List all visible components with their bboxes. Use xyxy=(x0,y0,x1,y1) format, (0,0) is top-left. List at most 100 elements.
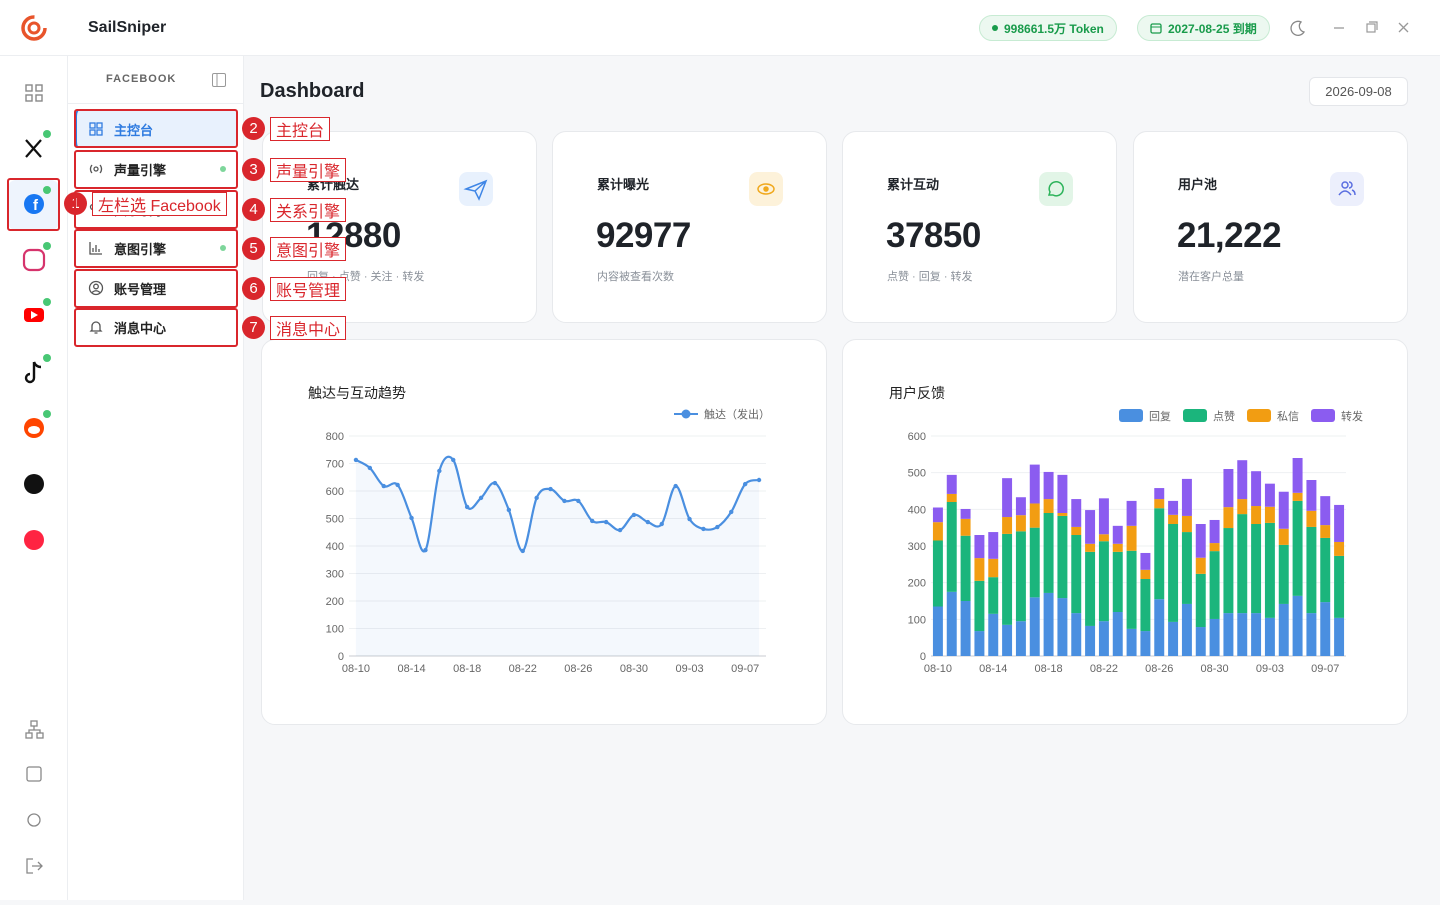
bar-segment xyxy=(1278,491,1289,529)
line-chart: 触达与互动趋势 0 100 200 300 400 500 600 700 800 08-10 08-… xyxy=(308,385,770,675)
menu-item[interactable]: 主控台 xyxy=(74,110,238,148)
x-tick-label: 08-26 xyxy=(564,663,592,675)
bar-segment xyxy=(1320,602,1331,656)
expiry-pill[interactable]: 2027-08-25 到期 xyxy=(1137,15,1270,41)
line-point xyxy=(409,515,414,521)
bar-segment xyxy=(1237,514,1248,614)
bar-segment xyxy=(1140,569,1151,579)
bar-segment xyxy=(1251,506,1262,524)
bar-segment xyxy=(1278,528,1289,545)
line-point xyxy=(492,480,498,486)
bar-segment xyxy=(1140,579,1151,632)
platform-rail: f xyxy=(0,56,68,900)
facebook-icon[interactable] xyxy=(24,194,44,214)
line-point xyxy=(437,468,442,474)
bar-segment xyxy=(1043,592,1054,656)
bar-segment xyxy=(1154,508,1165,600)
menu-item[interactable]: 账号管理 xyxy=(74,269,238,307)
bar-segment xyxy=(1085,510,1096,544)
y-tick-label: 0 xyxy=(338,651,344,663)
line-point xyxy=(562,498,567,504)
y-tick-label: 600 xyxy=(326,486,344,498)
bar-segment xyxy=(1029,597,1040,656)
bar-segment xyxy=(1334,504,1345,542)
apps-icon[interactable] xyxy=(25,84,43,102)
logout-icon[interactable] xyxy=(26,858,43,874)
bar-segment xyxy=(1292,492,1303,501)
stat-icon xyxy=(1330,172,1364,206)
bar-segment xyxy=(1057,513,1068,516)
bar-segment xyxy=(1112,525,1123,544)
rednote-icon[interactable] xyxy=(24,530,44,550)
restore[interactable] xyxy=(1366,21,1378,33)
menu-label: 意图引擎 xyxy=(114,241,167,257)
legend-swatch xyxy=(1247,409,1271,422)
bar-segment xyxy=(960,518,971,536)
close[interactable] xyxy=(1398,22,1409,33)
bar-segment xyxy=(1057,515,1068,599)
stat-note: 内容被查看次数 xyxy=(597,271,674,283)
y-tick-label: 0 xyxy=(920,651,926,663)
bar-segment xyxy=(1071,499,1082,527)
x-tick-label: 09-03 xyxy=(1256,663,1284,675)
annotation-label: 左栏选 Facebook xyxy=(92,192,227,216)
instagram-icon[interactable] xyxy=(22,248,46,272)
top-bar: SailSniper 998661.5万 Token 2027-08-25 到期 xyxy=(0,0,1440,56)
bar-segment xyxy=(1071,526,1082,535)
menu-item[interactable]: 消息中心 xyxy=(74,308,238,346)
bar-segment xyxy=(974,631,985,656)
annotation-box xyxy=(74,109,238,148)
annotation-box xyxy=(7,178,60,231)
bar-segment xyxy=(946,502,957,592)
bar-segment xyxy=(1278,603,1289,656)
stat-title: 累计曝光 xyxy=(597,177,650,192)
x-tick-label: 08-18 xyxy=(453,663,481,675)
stat-icon xyxy=(749,172,783,206)
bar-segment xyxy=(946,493,957,502)
stat-card: 用户池 21,222 潜在客户总量 xyxy=(1133,131,1408,323)
tiktok-alt-icon[interactable] xyxy=(24,474,44,494)
y-tick-label: 300 xyxy=(908,541,926,553)
x-tick-label: 08-30 xyxy=(1201,663,1229,675)
menu-icon xyxy=(89,122,103,136)
bar-segment xyxy=(1043,499,1054,513)
bar-segment xyxy=(1195,573,1206,628)
bar-segment xyxy=(1140,631,1151,656)
org-icon[interactable] xyxy=(25,720,44,739)
line-point xyxy=(367,465,373,471)
token-pill[interactable]: 998661.5万 Token xyxy=(979,15,1117,41)
bar-segment xyxy=(1209,551,1220,619)
collapse-button[interactable] xyxy=(211,72,227,88)
bar-segment xyxy=(1181,603,1192,656)
bar-segment xyxy=(1292,458,1303,493)
menu-item[interactable]: 声量引擎 xyxy=(74,150,238,188)
menu-item[interactable]: 意图引擎 xyxy=(74,229,238,267)
bar-segment xyxy=(1126,628,1137,656)
bar-segment xyxy=(1126,500,1137,526)
bar-segment xyxy=(932,540,943,607)
x-tick-label: 08-18 xyxy=(1035,663,1063,675)
x-tick-label: 08-10 xyxy=(342,663,370,675)
line-point xyxy=(423,547,428,553)
theme-toggle[interactable] xyxy=(1290,20,1306,36)
bar-chart: 用户反馈 0 100 200 300 400 500 600 08-10 08-14 08-18 08… xyxy=(889,385,1363,675)
bar-segment xyxy=(1223,613,1234,656)
annotation-box xyxy=(74,269,238,308)
bar-segment xyxy=(1140,552,1151,570)
tiktok-icon[interactable] xyxy=(24,361,42,384)
menu-icon xyxy=(89,321,103,334)
legend-label: 点赞 xyxy=(1213,410,1235,423)
bar-segment xyxy=(1085,543,1096,552)
line-point xyxy=(451,457,456,463)
billing-icon[interactable] xyxy=(26,766,42,782)
x-icon[interactable] xyxy=(25,139,42,158)
menu-label: 账号管理 xyxy=(114,281,167,297)
legend-swatch xyxy=(1311,409,1335,422)
settings-icon[interactable] xyxy=(27,813,41,827)
bar-segment xyxy=(1002,624,1013,656)
bar-segment xyxy=(1181,515,1192,533)
stat-icon xyxy=(1039,172,1073,206)
line-point xyxy=(548,486,553,492)
date-picker[interactable]: 2026-09-08 xyxy=(1309,77,1408,106)
bar-segment xyxy=(1334,541,1345,556)
